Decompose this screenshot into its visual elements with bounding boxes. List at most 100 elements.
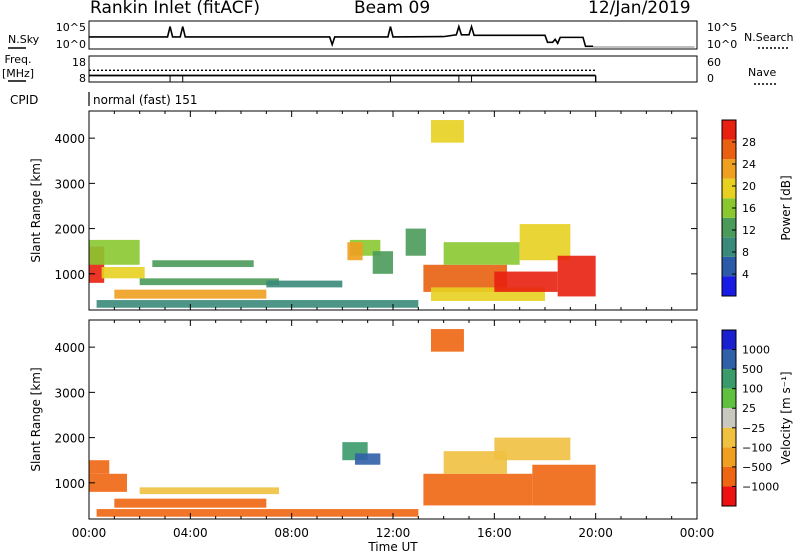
velocity-colorbar-tick-label: −1000 (742, 480, 779, 493)
power-cell (89, 239, 140, 265)
power-colorbar-label: Power [dB] (779, 175, 793, 240)
power-cell (443, 242, 520, 265)
x-tick-label: 08:00 (274, 526, 309, 540)
velocity-ytick-label: 1000 (54, 477, 85, 491)
velocity-colorbar-swatch (722, 427, 736, 448)
power-cell (519, 224, 571, 261)
freq-ytick-right: 0 (707, 72, 714, 85)
x-tick-label: 04:00 (173, 526, 208, 540)
power-cell (114, 289, 267, 299)
velocity-cell (494, 437, 571, 461)
power-colorbar-tick-label: 24 (742, 158, 756, 171)
velocity-colorbar-tick-label: 1000 (742, 344, 770, 357)
freq-ytick-right: 60 (707, 56, 721, 69)
power-ytick-label: 4000 (54, 132, 85, 146)
power-colorbar-swatch (722, 159, 736, 179)
power-colorbar-tick-label: 20 (742, 180, 756, 193)
x-tick-label: 00:00 (680, 526, 715, 540)
power-colorbar-swatch (722, 217, 736, 238)
power-cell (266, 280, 343, 288)
power-cell (557, 255, 596, 297)
power-ytick-label: 1000 (54, 268, 85, 282)
velocity-cell (423, 473, 533, 506)
velocity-colorbar-frame (721, 329, 737, 507)
cpid-text: normal (fast) 151 (93, 93, 197, 107)
power-cell (152, 260, 254, 268)
velocity-colorbar-swatch (722, 408, 736, 428)
power-colorbar-tick-label: 4 (742, 268, 749, 281)
x-tick-label: 12:00 (376, 526, 411, 540)
velocity-panel-bg (89, 320, 697, 519)
power-cell (405, 228, 426, 256)
freq-panel-frame (88, 55, 698, 83)
velocity-cell (96, 509, 419, 517)
velocity-ytick-label: 4000 (54, 341, 85, 355)
velocity-colorbar-tick-label: −100 (742, 441, 772, 454)
power-cell (431, 120, 464, 143)
power-colorbar-swatch (722, 139, 736, 160)
power-cell (96, 300, 419, 308)
power-ytick-label: 2000 (54, 223, 85, 237)
x-axis-label: Time UT (367, 540, 418, 554)
power-colorbar-swatch (722, 120, 736, 140)
velocity-ytick-label: 2000 (54, 432, 85, 446)
velocity-ylabel: Slant Range [km] (29, 367, 43, 471)
power-colorbar-swatch (722, 256, 736, 277)
power-colorbar-tick-label: 8 (742, 246, 749, 259)
power-colorbar-swatch (722, 198, 736, 218)
noise-ytick-right: 10^5 (707, 21, 737, 34)
power-colorbar-swatch (722, 178, 736, 199)
power-colorbar-swatch (722, 276, 736, 296)
power-cell (139, 278, 279, 286)
velocity-cell (355, 453, 381, 465)
cpid-label: CPID (10, 93, 38, 107)
velocity-colorbar-label: Velocity [m s⁻¹] (779, 371, 793, 464)
velocity-cell (443, 451, 507, 474)
velocity-cell (114, 498, 267, 508)
power-colorbar-tick-label: 16 (742, 202, 756, 215)
noise-ytick-left: 10^0 (56, 38, 86, 51)
freq-ytick-left: 8 (79, 72, 86, 85)
x-tick-label: 20:00 (578, 526, 613, 540)
power-ytick-label: 3000 (54, 177, 85, 191)
freq-right-label: Nave (748, 66, 776, 79)
velocity-colorbar-swatch (722, 349, 736, 370)
date-label: 12/Jan/2019 (588, 0, 691, 18)
noise-right-label: N.Search (744, 31, 794, 44)
noise-ytick-right: 10^0 (707, 38, 737, 51)
power-cell (347, 242, 363, 261)
noise-sky-line (89, 23, 594, 48)
power-cell (494, 271, 558, 292)
station-title: Rankin Inlet (fitACF) (90, 0, 261, 18)
velocity-colorbar-tick-label: −500 (742, 461, 772, 474)
velocity-cell (139, 487, 279, 495)
velocity-colorbar-swatch (722, 330, 736, 350)
velocity-colorbar-swatch (722, 486, 736, 506)
power-colorbar-tick-label: 12 (742, 224, 756, 237)
velocity-colorbar-tick-label: 25 (742, 402, 756, 415)
noise-left-label: N.Sky (8, 33, 40, 46)
noise-ytick-left: 10^5 (56, 21, 86, 34)
velocity-cell (532, 464, 596, 506)
beam-label: Beam 09 (354, 0, 431, 18)
velocity-colorbar-swatch (722, 466, 736, 487)
power-colorbar-swatch (722, 237, 736, 257)
power-cell (372, 251, 393, 274)
x-tick-label: 16:00 (477, 526, 512, 540)
freq-left-label: [MHz] (2, 67, 34, 80)
velocity-cell (431, 329, 464, 352)
noise-panel-frame (88, 20, 698, 50)
freq-ytick-left: 18 (72, 56, 86, 69)
x-tick-label: 00:00 (72, 526, 107, 540)
power-colorbar-tick-label: 28 (742, 136, 756, 149)
velocity-colorbar-swatch (722, 447, 736, 467)
velocity-cell (89, 460, 110, 474)
power-ylabel: Slant Range [km] (29, 158, 43, 262)
velocity-colorbar-swatch (722, 388, 736, 409)
velocity-cell (89, 473, 127, 492)
velocity-ytick-label: 3000 (54, 386, 85, 400)
velocity-colorbar-swatch (722, 369, 736, 389)
freq-left-label: Freq. (4, 53, 31, 66)
power-cell (101, 267, 145, 279)
